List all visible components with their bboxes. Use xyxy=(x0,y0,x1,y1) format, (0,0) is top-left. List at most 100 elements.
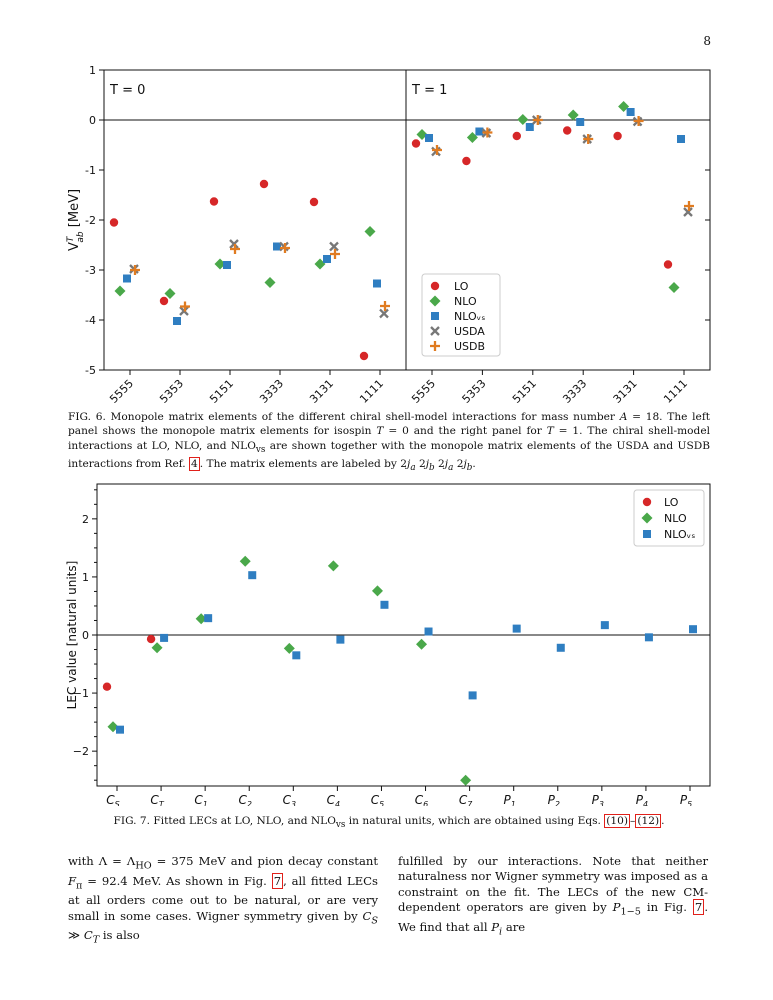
point-lo xyxy=(146,634,156,644)
point-nlo xyxy=(314,258,326,270)
point-nlo-vs xyxy=(160,633,169,642)
point-nlo-vs xyxy=(123,274,131,283)
x-tick-label: 3131 xyxy=(307,377,336,406)
legend-marker-nlo xyxy=(429,295,441,307)
y-tick-label: 0 xyxy=(89,114,96,127)
x-tick-label: 1111 xyxy=(357,377,386,406)
x-tick-label: 3333 xyxy=(257,377,286,406)
y-tick-label: 1 xyxy=(89,64,96,77)
point-lo xyxy=(563,126,572,135)
point-lo xyxy=(663,260,673,269)
point-nlo-vs xyxy=(677,135,685,143)
point-usdb xyxy=(330,249,340,259)
point-nlo-vs xyxy=(512,624,521,633)
point-nlo-vs xyxy=(600,621,609,630)
point-nlo-vs xyxy=(644,633,653,642)
x-tick-label: P1 xyxy=(504,793,516,806)
point-lo xyxy=(159,296,169,306)
point-nlo xyxy=(618,101,630,112)
legend-marker-nlo-vs xyxy=(643,530,651,538)
x-tick-label: C7 xyxy=(459,793,473,806)
legend-label: LO xyxy=(454,280,469,293)
point-nlo-vs xyxy=(336,635,345,644)
legend-marker-lo xyxy=(430,281,440,291)
point-usda xyxy=(379,308,389,319)
y-tick-label: -2 xyxy=(85,214,96,227)
point-nlo-vs xyxy=(468,691,477,700)
point-usdb xyxy=(130,265,140,275)
x-tick-label: C4 xyxy=(327,793,340,806)
point-usdb xyxy=(482,127,493,138)
body-text-right-column: fulfilled by our interactions. Note that… xyxy=(398,854,708,937)
x-tick-label: C6 xyxy=(415,793,428,806)
legend-label: LO xyxy=(664,496,679,509)
point-nlo xyxy=(567,109,579,121)
point-nlo xyxy=(264,277,276,288)
page-number: 8 xyxy=(703,34,711,48)
point-nlo-vs xyxy=(380,600,389,609)
point-nlo-vs xyxy=(373,279,381,288)
x-tick-label: P3 xyxy=(592,793,604,806)
x-tick-label: 5353 xyxy=(157,377,186,406)
point-nlo xyxy=(114,285,126,297)
y-tick-label: -4 xyxy=(85,314,96,327)
y-tick-label: 0 xyxy=(82,629,89,642)
x-tick-label: P4 xyxy=(636,793,648,806)
point-nlo-vs xyxy=(173,317,181,325)
y-tick-label: -3 xyxy=(85,264,96,277)
point-usda xyxy=(329,241,339,252)
point-nlo-vs xyxy=(525,123,534,131)
point-nlo xyxy=(416,638,428,650)
point-lo xyxy=(411,139,421,148)
x-tick-label: P5 xyxy=(680,793,692,806)
point-usdb xyxy=(432,145,442,155)
x-tick-label: CT xyxy=(150,793,164,806)
point-usdb xyxy=(633,116,644,126)
body-text-left-column: with Λ = ΛHO = 375 MeV and pion decay co… xyxy=(68,854,378,946)
point-nlo xyxy=(364,226,376,237)
legend-label: NLO xyxy=(454,295,477,308)
x-tick-label: C3 xyxy=(283,793,296,806)
point-nlo xyxy=(466,132,478,143)
point-nlo xyxy=(416,129,428,140)
point-nlo-vs xyxy=(223,261,231,269)
point-nlo xyxy=(195,613,207,625)
point-nlo xyxy=(517,114,529,125)
point-usdb xyxy=(380,301,390,311)
figure-6-caption: FIG. 6. Monopole matrix elements of the … xyxy=(68,411,710,474)
y-tick-label: -5 xyxy=(85,364,96,377)
legend-marker-nlo xyxy=(641,512,653,524)
point-usdb xyxy=(180,301,190,312)
x-tick-label: P2 xyxy=(548,793,560,806)
point-nlo xyxy=(460,774,472,786)
point-usdb xyxy=(684,201,694,211)
point-lo xyxy=(259,179,269,189)
point-usda xyxy=(683,207,693,217)
y-axis-label: VTab [MeV] xyxy=(66,189,86,251)
point-lo xyxy=(309,197,319,207)
legend-label: NLOᵥₛ xyxy=(664,528,695,541)
point-nlo xyxy=(239,555,251,567)
legend-label: USDA xyxy=(454,325,485,338)
point-nlo-vs xyxy=(323,255,331,263)
point-lo xyxy=(613,131,622,141)
panel-frame xyxy=(103,69,407,371)
legend-marker-usdb xyxy=(430,341,440,351)
point-nlo xyxy=(283,642,295,654)
figure-6-monopole-chart: VTab [MeV] 1 0 -1 -2 -3 -4 -5 T = 0 5555 5353 5151 3… xyxy=(66,64,711,406)
point-nlo xyxy=(164,288,176,299)
x-tick-label: 5555 xyxy=(107,377,136,406)
point-nlo-vs xyxy=(475,127,484,136)
point-nlo xyxy=(151,642,163,654)
x-tick-label: 5555 xyxy=(409,377,438,406)
point-nlo xyxy=(107,721,119,733)
legend-box xyxy=(633,489,705,547)
point-nlo xyxy=(668,282,680,293)
y-axis-label: LEC value [natural units] xyxy=(65,561,79,710)
legend-label: NLOᵥₛ xyxy=(454,310,485,323)
point-nlo xyxy=(371,585,383,597)
panel-label: T = 0 xyxy=(109,83,145,98)
y-tick-label: -1 xyxy=(85,164,96,177)
point-usdb xyxy=(583,134,594,144)
point-nlo-vs xyxy=(689,625,697,634)
